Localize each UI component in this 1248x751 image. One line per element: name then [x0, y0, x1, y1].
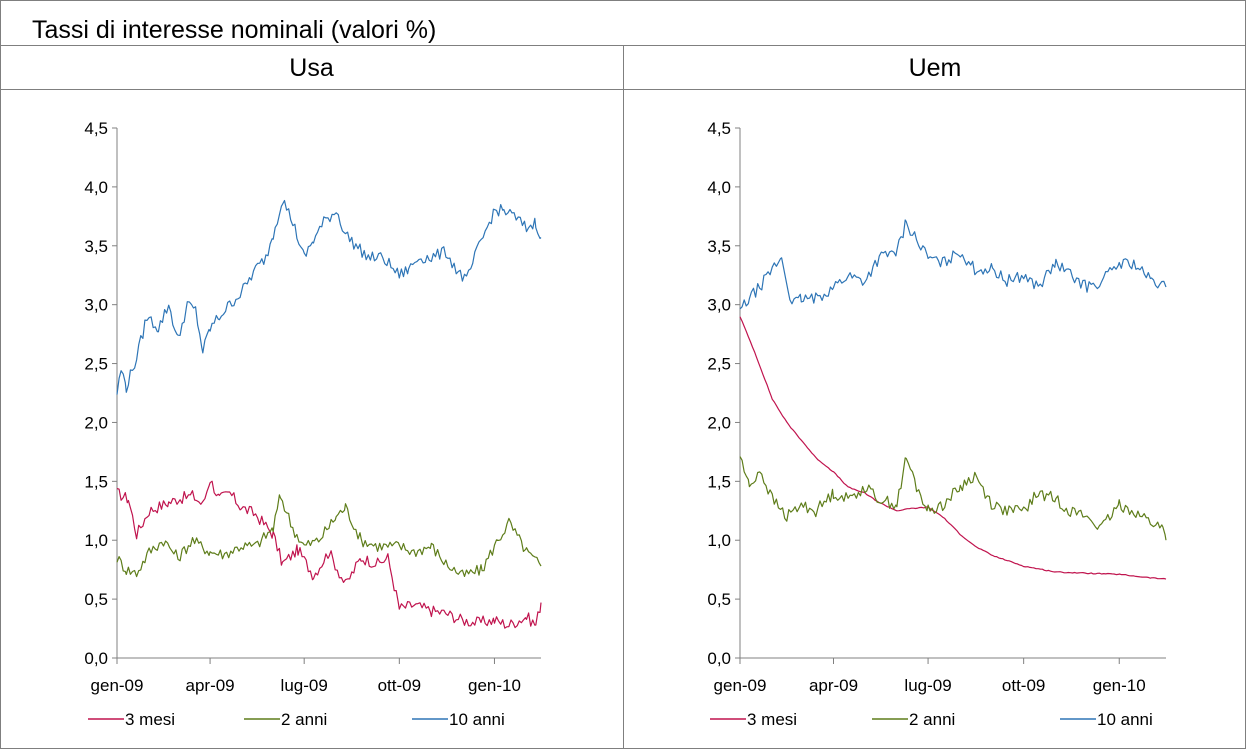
uem-y-tick-label: 2,5 — [707, 355, 731, 374]
title-row: Tassi di interesse nominali (valori %) — [0, 0, 1246, 46]
uem-legend-label: 2 anni — [909, 710, 955, 729]
uem-y-tick-label: 3,5 — [707, 237, 731, 256]
usa-x-tick-label: ott-09 — [378, 676, 421, 695]
usa-x-tick-label: apr-09 — [186, 676, 235, 695]
usa-x-tick-label: lug-09 — [281, 676, 328, 695]
uem-x-tick-label: ott-09 — [1002, 676, 1045, 695]
usa-x-tick-label: gen-09 — [91, 676, 144, 695]
figure-title: Tassi di interesse nominali (valori %) — [32, 16, 437, 44]
panel-heading-uem: Uem — [624, 46, 1246, 90]
uem-x-tick-label: lug-09 — [904, 676, 951, 695]
usa-series-line-10-anni — [116, 199, 542, 395]
usa-legend-label: 3 mesi — [125, 710, 175, 729]
usa-y-tick-label: 3,0 — [84, 296, 108, 315]
uem-y-tick-label: 3,0 — [707, 296, 731, 315]
uem-y-tick-label: 0,0 — [707, 649, 731, 668]
usa-series-line-3-mesi — [116, 480, 542, 629]
charts-svg: 0,0 0,5 1,0 1,5 2,0 2,5 3,0 3,5 4,0 4,5 gen-09 apr-… — [84, 119, 1167, 729]
uem-legend-label: 3 mesi — [747, 710, 797, 729]
usa-y-tick-label: 2,0 — [84, 413, 108, 432]
usa-y-tick-label: 1,5 — [84, 472, 108, 491]
panel-heading-usa: Usa — [0, 46, 623, 90]
usa-legend-label: 2 anni — [281, 710, 327, 729]
usa-y-tick-label: 4,0 — [84, 178, 108, 197]
uem-y-tick-label: 0,5 — [707, 590, 731, 609]
usa-x-tick-label: gen-10 — [468, 676, 521, 695]
uem-legend-label: 10 anni — [1097, 710, 1153, 729]
usa-y-tick-label: 1,0 — [84, 531, 108, 550]
uem-series-line-10-anni — [739, 219, 1167, 310]
uem-y-tick-label: 4,5 — [707, 119, 731, 138]
usa-y-tick-label: 0,5 — [84, 590, 108, 609]
uem-x-tick-label: gen-10 — [1093, 676, 1146, 695]
uem-y-tick-label: 1,0 — [707, 531, 731, 550]
uem-y-tick-label: 1,5 — [707, 472, 731, 491]
usa-series-line-2-anni — [116, 494, 542, 578]
uem-series-line-3-mesi — [739, 316, 1167, 580]
uem-y-tick-label: 2,0 — [707, 413, 731, 432]
usa-y-tick-label: 2,5 — [84, 355, 108, 374]
uem-x-tick-label: gen-09 — [714, 676, 767, 695]
usa-legend-label: 10 anni — [449, 710, 505, 729]
usa-y-tick-label: 3,5 — [84, 237, 108, 256]
usa-y-tick-label: 0,0 — [84, 649, 108, 668]
panel-divider — [623, 46, 624, 749]
usa-y-tick-label: 4,5 — [84, 119, 108, 138]
uem-y-tick-label: 4,0 — [707, 178, 731, 197]
uem-x-tick-label: apr-09 — [809, 676, 858, 695]
uem-series-line-2-anni — [739, 456, 1167, 541]
